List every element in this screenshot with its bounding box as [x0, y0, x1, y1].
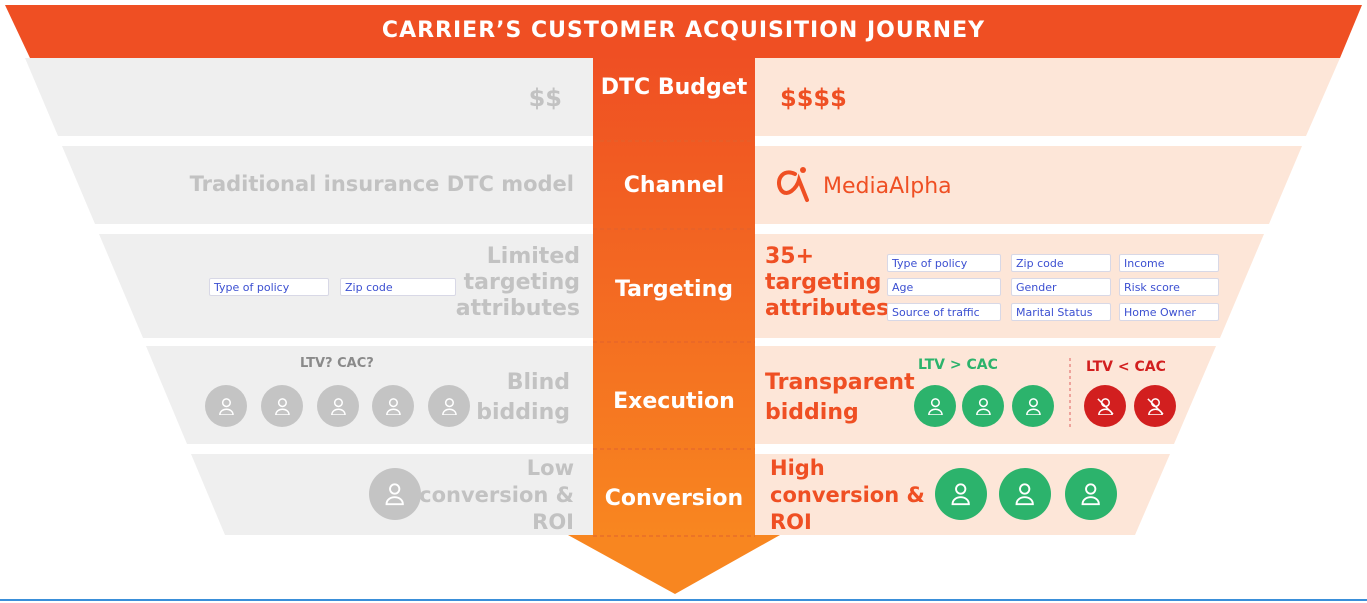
arrow-down	[568, 535, 780, 594]
right-attribute-chip: Gender	[1011, 278, 1111, 296]
rejected-customer-icon	[1134, 385, 1176, 427]
right-budget: $$$$	[780, 84, 847, 112]
diagram-title: CARRIER’S CUSTOMER ACQUISITION JOURNEY	[381, 18, 986, 43]
stage-conversion: Conversion	[604, 486, 744, 511]
ltv-cac-question: LTV? CAC?	[300, 356, 374, 371]
left-attribute-chip: Zip code	[340, 278, 456, 296]
right-attribute-chip: Zip code	[1011, 254, 1111, 272]
customer-icon	[962, 385, 1004, 427]
stage-budget: DTC Budget	[600, 75, 748, 100]
right-attribute-chip: Marital Status	[1011, 303, 1111, 321]
right-conversion: High conversion & ROI	[770, 456, 925, 534]
customer-icon	[261, 385, 303, 427]
right-targeting: 35+ targeting attributes	[765, 244, 890, 321]
right-attribute-chip: Income	[1119, 254, 1219, 272]
stage-channel: Channel	[623, 173, 725, 198]
customer-icon	[205, 385, 247, 427]
mediaalpha-logo: MediaAlpha	[773, 166, 952, 206]
mediaalpha-logo-icon	[776, 167, 809, 202]
stage-execution: Execution	[613, 389, 735, 414]
left-channel: Traditional insurance DTC model	[189, 172, 574, 196]
row-right-bg	[755, 58, 1340, 136]
right-attribute-chip: Home Owner	[1119, 303, 1219, 321]
right-execution: Transparent bidding	[765, 370, 915, 425]
customer-icon	[1012, 385, 1054, 427]
left-budget: $$	[528, 84, 562, 112]
row-left-bg	[25, 58, 593, 136]
customer-icon	[369, 468, 421, 520]
customer-icon	[1065, 468, 1117, 520]
mediaalpha-wordmark: MediaAlpha	[823, 173, 952, 199]
row-right-bg	[755, 146, 1302, 224]
row-left-bg	[146, 346, 593, 444]
customer-icon	[935, 468, 987, 520]
left-execution: Blind bidding	[476, 370, 570, 425]
customer-icon	[372, 385, 414, 427]
right-attribute-chip: Source of traffic	[887, 303, 1001, 321]
stage-targeting: Targeting	[614, 277, 733, 302]
right-attribute-chip: Risk score	[1119, 278, 1219, 296]
right-attribute-chip: Type of policy	[887, 254, 1001, 272]
left-targeting: Limited targeting attributes	[455, 244, 580, 321]
customer-icon	[428, 385, 470, 427]
row-left-bg	[62, 146, 593, 224]
customer-icon	[999, 468, 1051, 520]
customer-icon	[914, 385, 956, 427]
left-attribute-chip: Type of policy	[209, 278, 329, 296]
right-attribute-chip: Age	[887, 278, 1001, 296]
left-conversion: Low conversion & ROI	[419, 456, 574, 534]
header-banner	[5, 5, 1362, 58]
rejected-customer-icon	[1084, 385, 1126, 427]
center-column	[593, 55, 755, 535]
customer-icon	[317, 385, 359, 427]
ltv-lt-cac-label: LTV < CAC	[1086, 359, 1166, 375]
ltv-gt-cac-label: LTV > CAC	[918, 357, 998, 373]
